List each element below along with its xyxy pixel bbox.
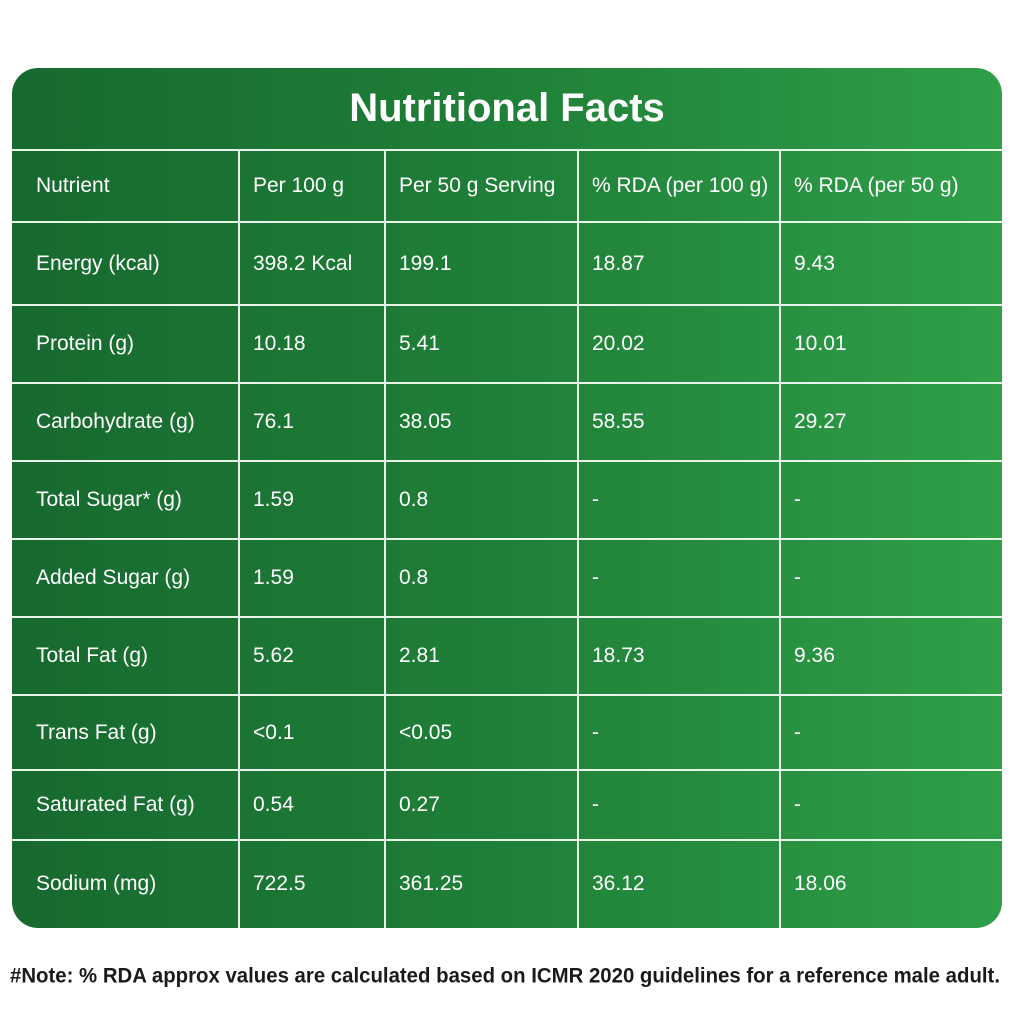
note-box: #Note: % RDA approx values are calculate… — [10, 965, 1000, 988]
row-divider — [12, 839, 1002, 841]
table-cell: 76.1 — [253, 410, 294, 433]
table-cell: - — [794, 566, 801, 589]
row-divider — [12, 221, 1002, 223]
table-cell: Total Fat (g) — [36, 644, 149, 667]
table-cell: 10.01 — [794, 332, 847, 355]
table-cell: Sodium (mg) — [36, 872, 157, 895]
table-cell: 20.02 — [592, 332, 645, 355]
table-cell: 0.8 — [399, 566, 429, 589]
table-cell: 18.06 — [794, 872, 847, 895]
table-cell: 398.2 Kcal — [253, 251, 353, 275]
table-cell: 9.36 — [794, 644, 835, 667]
table-cell: Added Sugar (g) — [36, 566, 191, 589]
table-cell: Total Sugar* (g) — [36, 488, 182, 511]
table-cell: - — [794, 720, 801, 744]
table-cell: 0.27 — [399, 793, 440, 816]
nutrition-card: Nutritional Facts Nutrient Per 100 g Per 5… — [12, 68, 1002, 928]
table-cell: 2.81 — [399, 644, 440, 667]
table-cell: <0.1 — [253, 720, 295, 744]
table-cell: Trans Fat (g) — [36, 720, 157, 744]
table-cell: - — [592, 720, 599, 744]
table-cell: 29.27 — [794, 410, 847, 433]
table-cell: - — [592, 566, 599, 589]
row-divider — [12, 304, 1002, 306]
note: #Note: % RDA approx values are calculate… — [10, 965, 1000, 988]
row-divider — [12, 694, 1002, 696]
table-cell: - — [592, 488, 599, 511]
table-cell: 1.59 — [253, 566, 294, 589]
column-divider — [238, 150, 240, 928]
table-cell: 199.1 — [399, 251, 452, 275]
row-divider — [12, 538, 1002, 540]
column-divider — [779, 150, 781, 928]
table-cell: Saturated Fat (g) — [36, 793, 195, 816]
table-cell: Carbohydrate (g) — [36, 410, 195, 433]
table-cell: 18.73 — [592, 644, 645, 667]
table-cell: Energy (kcal) — [36, 251, 160, 275]
column-divider — [384, 150, 386, 928]
table-cell: 0.54 — [253, 793, 294, 816]
row-divider — [12, 616, 1002, 618]
table-cell: 722.5 — [253, 872, 306, 895]
table-cell: 5.62 — [253, 644, 294, 667]
column-divider — [577, 150, 579, 928]
row-divider — [12, 769, 1002, 771]
table-cell: 10.18 — [253, 332, 306, 355]
table-cell: - — [592, 793, 599, 816]
table-cell: - — [794, 488, 801, 511]
table-cell: Protein (g) — [36, 332, 135, 355]
header-cell: Per 50 g Serving — [399, 174, 556, 197]
table-cell: 36.12 — [592, 872, 645, 895]
header-cell: Per 100 g — [253, 174, 345, 197]
table-cell: 361.25 — [399, 872, 464, 895]
title: Nutritional Facts — [349, 86, 665, 130]
table-cell: 1.59 — [253, 488, 294, 511]
header-cell: % RDA (per 100 g) — [592, 174, 769, 197]
header-cell: Nutrient — [36, 174, 110, 197]
row-divider — [12, 149, 1002, 151]
row-divider — [12, 460, 1002, 462]
row-divider — [12, 382, 1002, 384]
table-cell: 0.8 — [399, 488, 429, 511]
table-cell: 5.41 — [399, 332, 440, 355]
table-cell: - — [794, 793, 801, 816]
table-cell: 58.55 — [592, 410, 645, 433]
table-cell: 18.87 — [592, 251, 645, 275]
table-cell: 38.05 — [399, 410, 452, 433]
header-cell: % RDA (per 50 g) — [794, 174, 959, 197]
table-cell: 9.43 — [794, 251, 835, 275]
table-cell: <0.05 — [399, 720, 453, 744]
